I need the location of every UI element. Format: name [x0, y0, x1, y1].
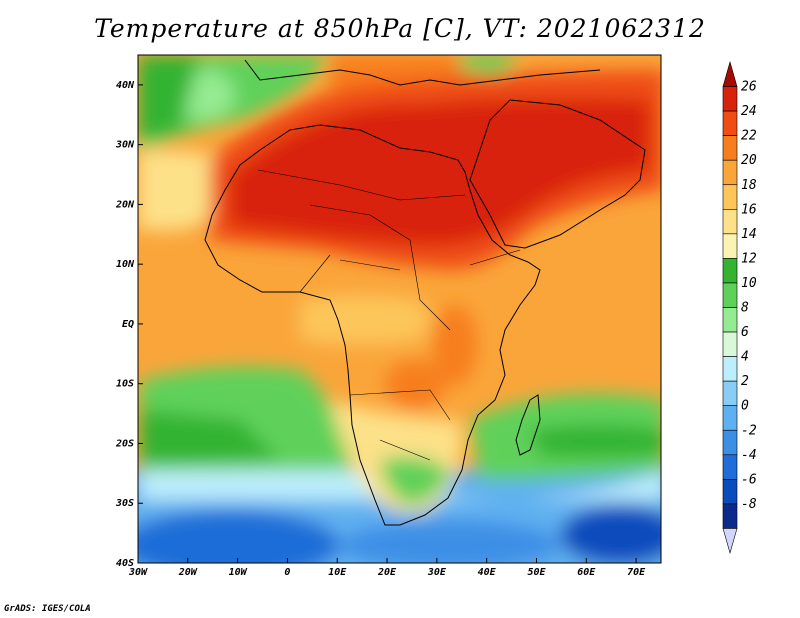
colorbar-swatch	[722, 282, 738, 308]
grads-credit: GrADS: IGES/COLA	[4, 604, 91, 614]
colorbar-swatch	[722, 60, 738, 87]
coastlines	[204, 59, 646, 526]
lon-tick-label: 0	[284, 567, 290, 578]
colorbar-level-label: 20	[741, 153, 757, 168]
lon-tick-label: 50E	[527, 567, 546, 578]
colorbar-level-label: -6	[741, 472, 757, 487]
colorbar-swatch	[722, 184, 738, 210]
arabia-coastline	[469, 99, 646, 249]
colorbar-swatch	[722, 429, 738, 456]
colorbar-swatch	[722, 233, 738, 259]
lon-tick-label: 10W	[229, 567, 248, 578]
colorbar-swatch	[722, 479, 738, 505]
colorbar-level-label: 22	[741, 129, 757, 144]
colorbar-swatch	[722, 86, 738, 112]
colorbar-swatch	[722, 503, 738, 529]
border-lines	[257, 169, 521, 461]
colorbar-swatch	[722, 405, 738, 431]
colorbar-swatch	[722, 209, 738, 235]
colorbar-level-label: 12	[741, 251, 757, 266]
madagascar-coastline	[515, 394, 541, 456]
colorbar-level-label: -2	[741, 423, 757, 438]
colorbar-swatch	[722, 331, 738, 357]
colorbar-level-label: 14	[741, 227, 757, 242]
colorbar-swatch	[722, 356, 738, 382]
axis-ticks: 30W 20W 10W 0 10E 20E 30E 40E 50E 60E 70E 40N 30N 20N…	[115, 80, 646, 578]
lat-tick-label: 40S	[116, 558, 134, 569]
europe-coastline	[244, 59, 601, 86]
lat-tick-label: 20N	[115, 199, 135, 210]
colorbar-swatch	[722, 258, 738, 284]
colorbar-swatch	[722, 135, 738, 161]
lat-tick-label: EQ	[122, 319, 134, 330]
colorbar-swatch	[722, 159, 738, 186]
lon-tick-label: 60E	[577, 567, 596, 578]
colorbar-level-label: 10	[741, 276, 757, 291]
colorbar-swatch	[722, 307, 738, 333]
lon-tick-label: 10E	[328, 567, 347, 578]
lon-tick-label: 40E	[478, 567, 497, 578]
colorbar-level-label: -8	[741, 497, 757, 512]
colorbar-level-label: 8	[741, 301, 749, 316]
map-title: Temperature at 850hPa [C], VT: 202106231…	[94, 14, 706, 43]
colorbar-level-label: 18	[741, 178, 757, 193]
lon-tick-label: 30W	[128, 567, 148, 578]
lon-tick-label: 20W	[178, 567, 198, 578]
colorbar-level-label: 26	[741, 80, 757, 95]
colorbar-level-label: 0	[741, 399, 749, 414]
map-frame	[137, 54, 662, 564]
colorbar-level-label: 16	[741, 202, 757, 217]
lat-tick-label: 10S	[116, 379, 134, 390]
africa-coastline	[204, 124, 541, 526]
colorbar-level-label: -4	[741, 448, 757, 463]
colorbar-level-label: 2	[741, 374, 749, 389]
colorbar-level-label: 24	[741, 104, 757, 119]
colorbar-swatch	[722, 528, 738, 555]
colorbar-swatch	[722, 110, 738, 136]
lat-tick-label: 20S	[115, 438, 134, 449]
lat-tick-label: 30S	[115, 498, 134, 509]
colorbar-swatch	[722, 454, 738, 480]
lon-tick-label: 70E	[627, 567, 646, 578]
lat-tick-label: 10N	[116, 259, 135, 270]
temperature-field	[138, 55, 661, 563]
colorbar-swatch	[722, 380, 738, 406]
colorbar-level-label: 6	[741, 325, 749, 340]
lon-tick-label: 30E	[427, 567, 447, 578]
lat-tick-label: 30N	[115, 140, 135, 151]
lon-tick-label: 20E	[377, 567, 397, 578]
lat-tick-label: 40N	[116, 80, 135, 91]
colorbar-level-label: 4	[741, 350, 749, 365]
